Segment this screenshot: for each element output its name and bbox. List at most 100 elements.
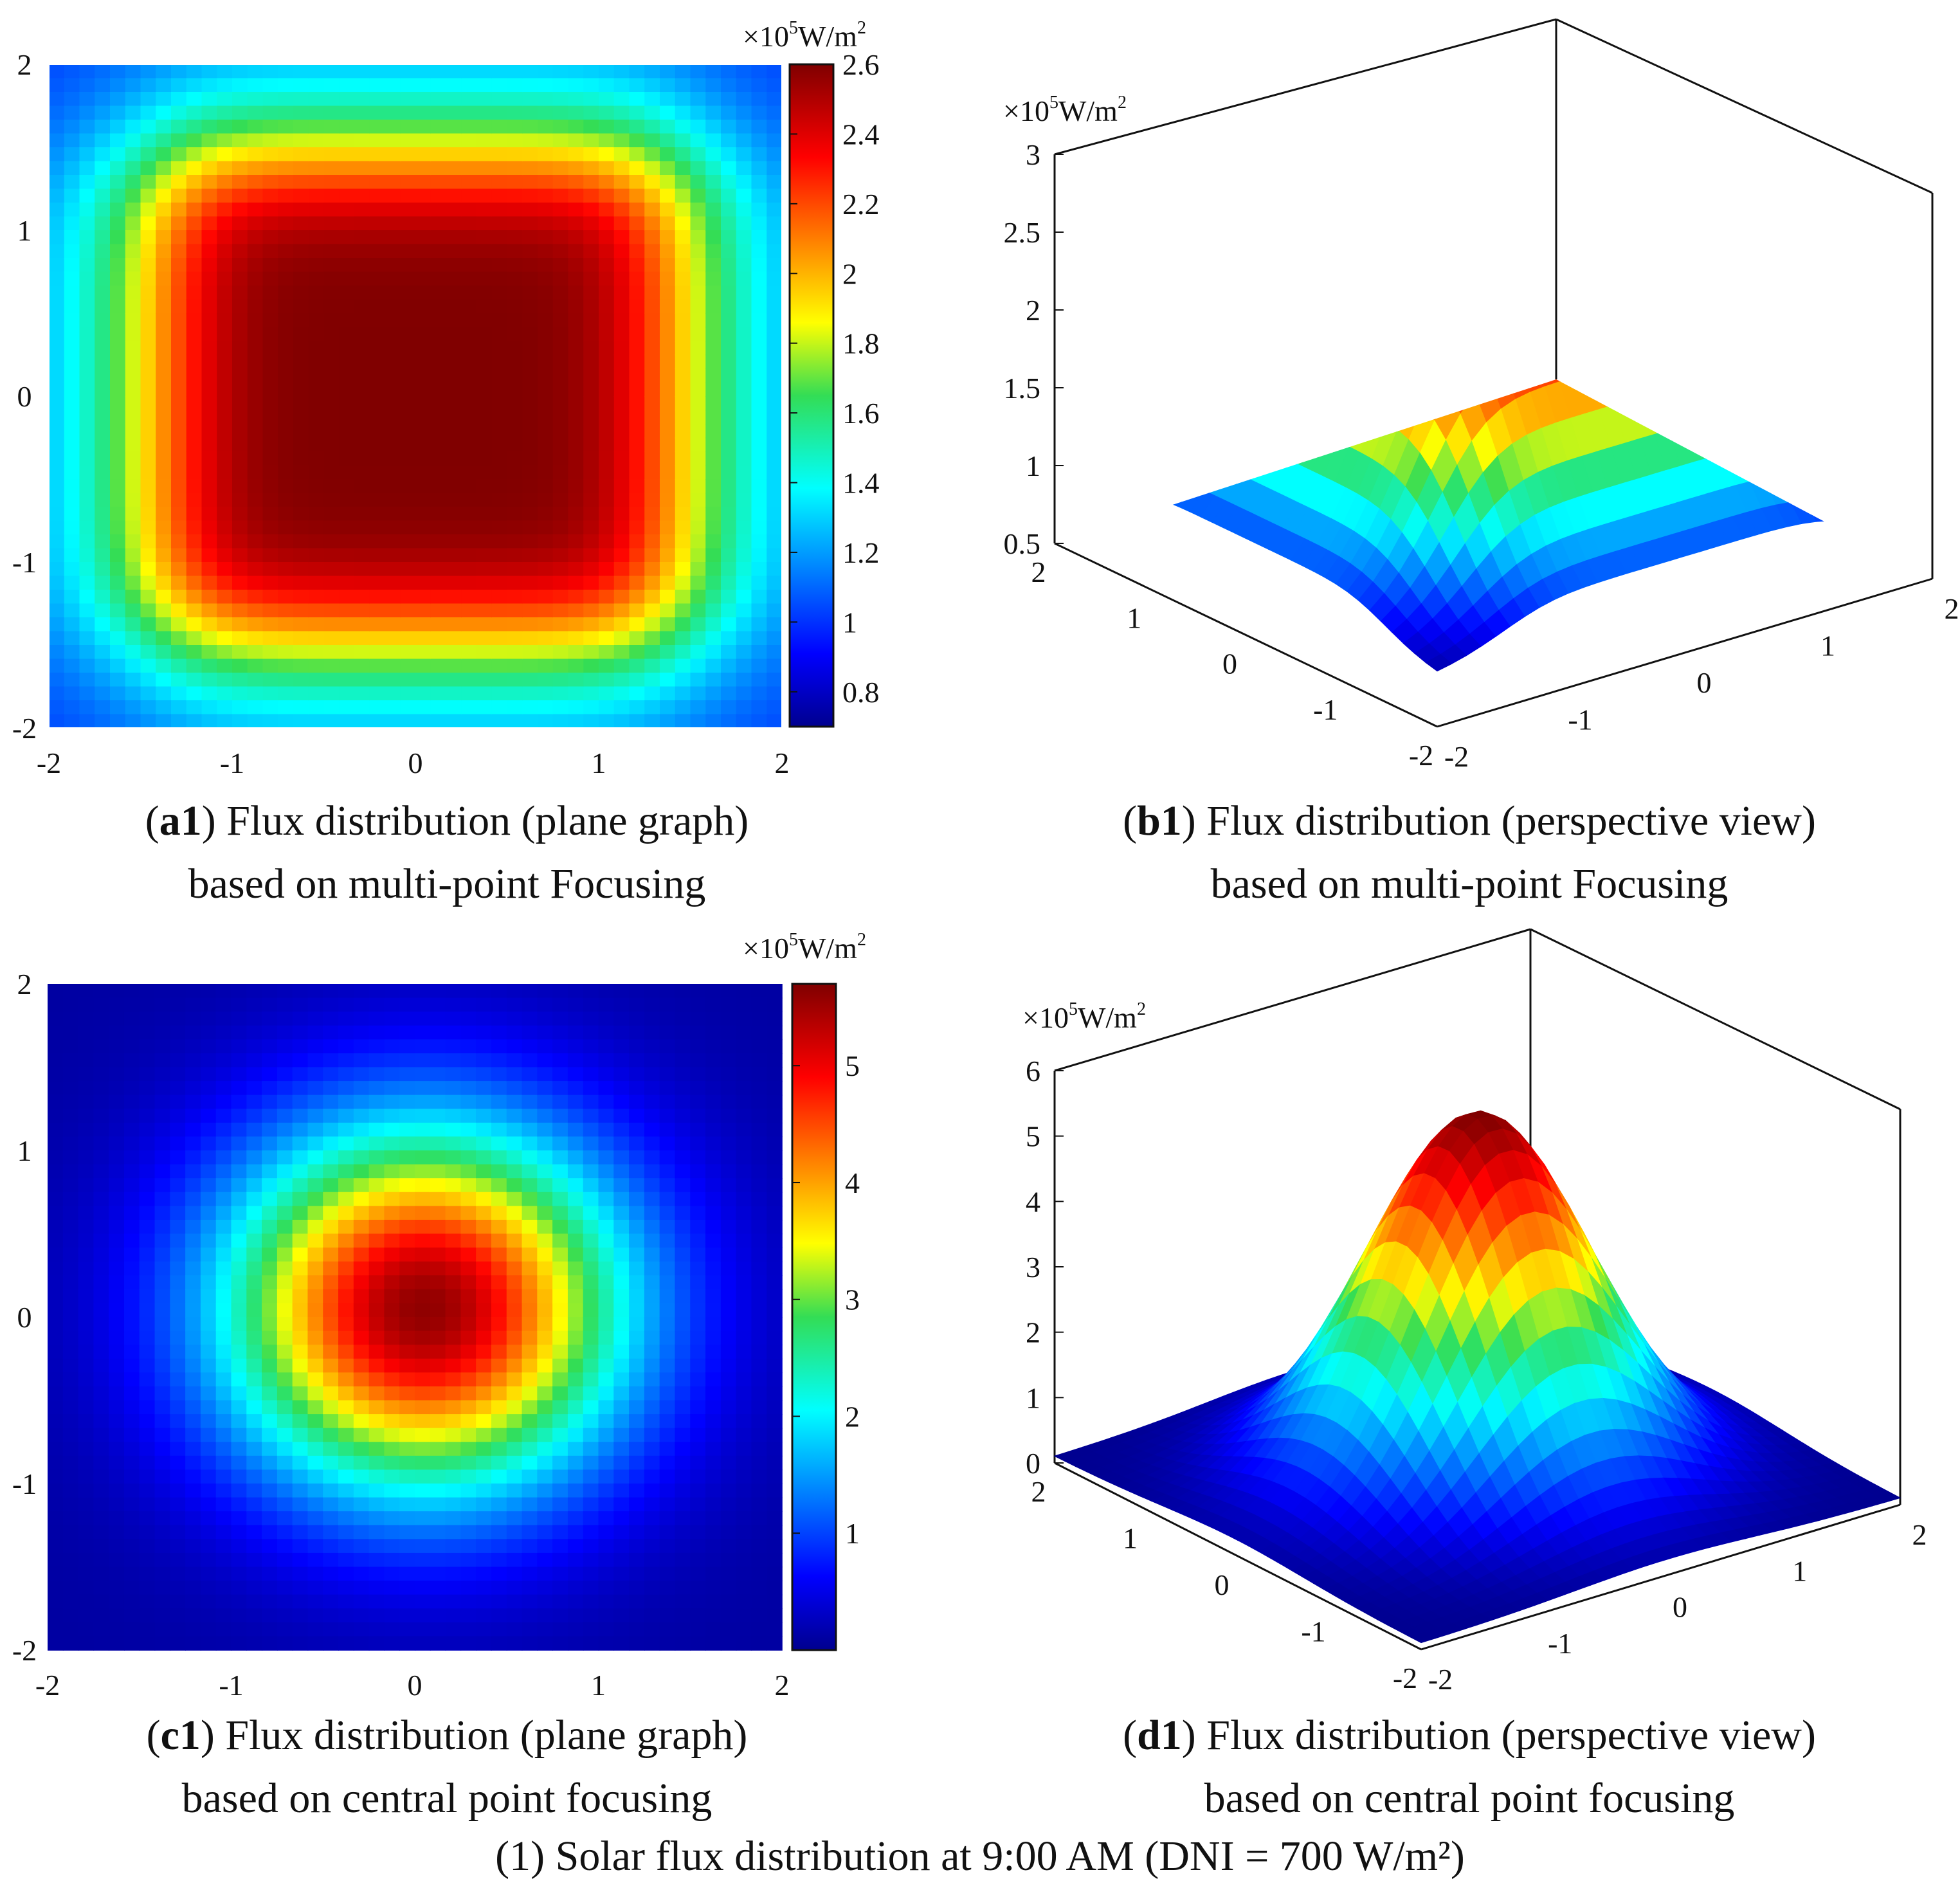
heatmap-cell: [95, 631, 111, 646]
surface-patch: [1657, 278, 1683, 312]
heatmap-cell: [123, 1414, 140, 1429]
heatmap-cell: [49, 424, 65, 439]
heatmap-cell: [293, 424, 309, 439]
heatmap-cell: [522, 1275, 538, 1290]
heatmap-cell: [751, 1484, 768, 1498]
heatmap-cell: [125, 105, 141, 120]
heatmap-cell: [215, 1303, 232, 1318]
heatmap-cell: [506, 1039, 523, 1054]
heatmap-cell: [308, 105, 325, 120]
heatmap-cell: [613, 1289, 630, 1304]
heatmap-cell: [139, 1303, 156, 1318]
surface-patch: [1753, 379, 1781, 395]
heatmap-cell: [400, 700, 416, 715]
heatmap-cell: [690, 562, 707, 577]
heatmap-cell: [62, 1372, 79, 1387]
heatmap-cell: [567, 1345, 584, 1359]
heatmap-cell: [552, 1206, 568, 1221]
heatmap-cell: [476, 1094, 492, 1110]
heatmap-cell: [140, 562, 157, 577]
surface-patch: [1483, 186, 1509, 201]
heatmap-cell: [522, 1622, 538, 1637]
surface-patch: [1682, 357, 1707, 375]
heatmap-cell: [552, 382, 569, 397]
heatmap-cell: [705, 1303, 721, 1318]
heatmap-cell: [598, 1164, 615, 1179]
heatmap-cell: [736, 714, 752, 729]
heatmap-cell: [170, 1109, 186, 1123]
heatmap-cell: [720, 1012, 737, 1026]
heatmap-cell: [491, 1178, 507, 1193]
heatmap-cell: [690, 327, 707, 341]
surface-patch: [1343, 332, 1368, 353]
heatmap-cell: [751, 562, 768, 577]
heatmap-cell: [246, 1608, 262, 1623]
heatmap-cell: [217, 437, 233, 452]
heatmap-cell: [506, 1566, 523, 1581]
heatmap-cell: [491, 437, 508, 452]
heatmap-cell: [232, 244, 248, 259]
heatmap-cell: [522, 1455, 538, 1471]
heatmap-cell: [736, 1442, 752, 1457]
heatmap-cell: [354, 645, 370, 660]
heatmap-cell: [354, 590, 370, 604]
heatmap-cell: [599, 590, 615, 604]
surface-patch: [1379, 282, 1405, 311]
heatmap-cell: [690, 1206, 706, 1221]
heatmap-cell: [385, 286, 401, 300]
heatmap-cell: [110, 161, 126, 176]
heatmap-cell: [369, 437, 386, 452]
heatmap-cell: [522, 493, 538, 507]
surface-patch: [1624, 221, 1650, 241]
heatmap-cell: [201, 341, 218, 356]
heatmap-cell: [506, 1303, 523, 1318]
heatmap-cell: [705, 1511, 721, 1526]
heatmap-cell: [736, 410, 752, 424]
heatmap-cell: [690, 161, 707, 176]
heatmap-cell: [537, 1261, 553, 1276]
surface-patch: [1491, 337, 1517, 341]
heatmap-cell: [95, 341, 111, 356]
heatmap-cell: [538, 590, 554, 604]
heatmap-cell: [385, 437, 401, 452]
heatmap-cell: [599, 576, 615, 590]
heatmap-cell: [170, 1025, 186, 1040]
heatmap-cell: [751, 368, 768, 383]
heatmap-cell: [567, 1484, 584, 1498]
heatmap-cell: [123, 1539, 140, 1554]
heatmap-cell: [186, 230, 203, 245]
heatmap-cell: [721, 203, 737, 217]
heatmap-cell: [399, 1275, 415, 1290]
heatmap-cell: [123, 1248, 140, 1262]
heatmap-cell: [720, 1497, 737, 1512]
heatmap-cell: [415, 1206, 431, 1221]
heatmap-cell: [567, 1400, 584, 1415]
heatmap-cell: [353, 1164, 370, 1179]
heatmap-cell: [552, 479, 569, 494]
heatmap-cell: [109, 1164, 125, 1179]
heatmap-cell: [140, 120, 157, 134]
heatmap-cell: [567, 1053, 584, 1068]
surface-patch: [1239, 379, 1267, 385]
surface-patch: [1611, 321, 1637, 338]
heatmap-cell: [307, 1094, 324, 1110]
heatmap-cell: [567, 1025, 584, 1040]
heatmap-cell: [186, 617, 203, 632]
heatmap-cell: [186, 92, 203, 107]
heatmap-cell: [522, 1248, 538, 1262]
heatmap-cell: [308, 562, 325, 577]
heatmap-cell: [246, 1552, 262, 1568]
heatmap-cell: [278, 645, 294, 660]
heatmap-cell: [339, 548, 355, 563]
heatmap-cell: [185, 1053, 201, 1068]
heatmap-cell: [323, 1539, 339, 1554]
heatmap-cell: [156, 673, 172, 687]
heatmap-cell: [185, 1317, 201, 1332]
surface-patch: [1302, 358, 1328, 373]
heatmap-cell: [154, 1248, 171, 1262]
heatmap-cell: [522, 1525, 538, 1540]
heatmap-cell: [307, 1400, 324, 1415]
heatmap-cell: [644, 105, 660, 120]
heatmap-cell: [139, 1566, 156, 1581]
heatmap-cell: [568, 534, 585, 549]
